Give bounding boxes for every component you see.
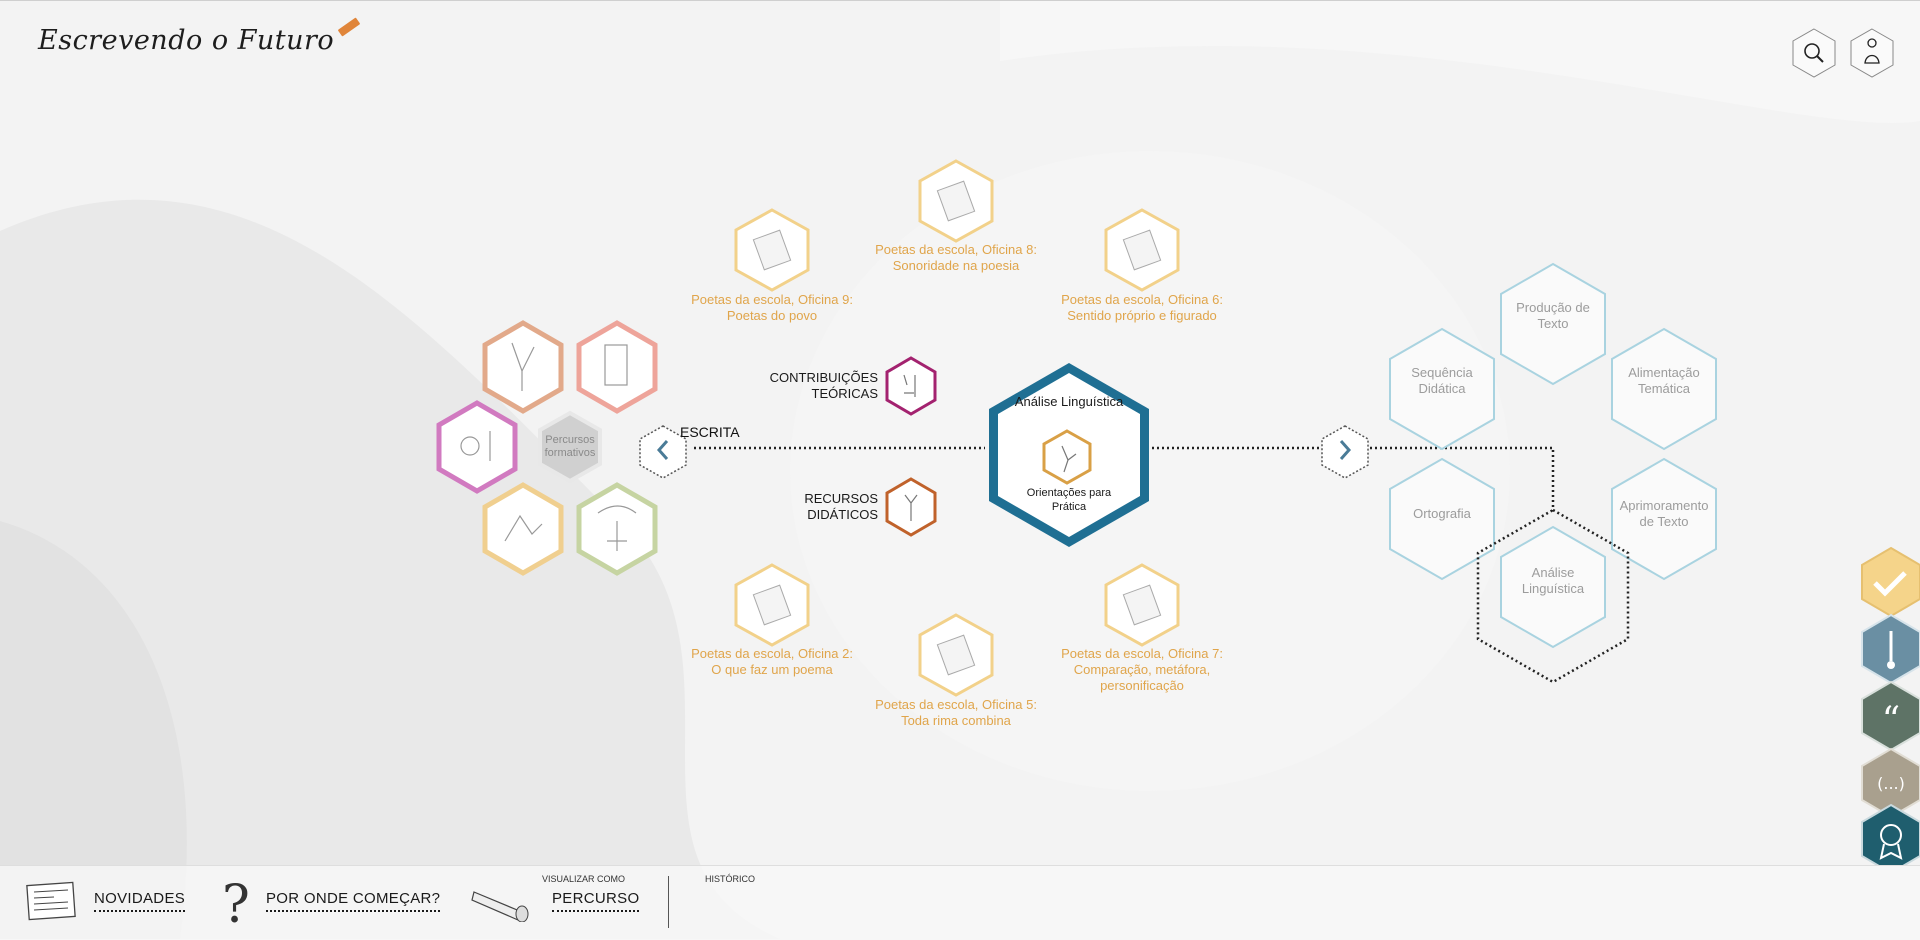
novidades-link[interactable]: NOVIDADES xyxy=(94,890,186,912)
hex-ortografia[interactable] xyxy=(1389,457,1495,581)
oficina-hex-2[interactable] xyxy=(734,563,810,647)
hex-sequencia[interactable] xyxy=(1389,327,1495,451)
aprimoramento-line1: Aprimoramento xyxy=(1619,498,1709,513)
percurso-hex-2[interactable] xyxy=(576,320,658,414)
sequencia-line2: Didática xyxy=(1418,381,1466,396)
percurso-link[interactable]: PERCURSO xyxy=(552,890,640,912)
search-button[interactable] xyxy=(1790,27,1838,79)
producao-line1: Produção de xyxy=(1516,300,1590,315)
center-title: Análise Linguística xyxy=(1014,394,1124,409)
oficina-hex-7[interactable] xyxy=(1104,563,1180,647)
analise-label[interactable]: Análise Linguística xyxy=(1503,565,1603,597)
side-thermo-button[interactable] xyxy=(1861,613,1920,685)
telescope-icon xyxy=(471,891,529,922)
side-award-button[interactable] xyxy=(1861,803,1920,865)
oficina-9-label[interactable]: Poetas da escola, Oficina 9: Poetas do p… xyxy=(682,292,862,324)
hex-aprimoramento[interactable] xyxy=(1611,457,1717,581)
oficina-2-line2: O que faz um poema xyxy=(711,662,833,677)
oficina-hex-9[interactable] xyxy=(734,208,810,292)
chevron-left-icon xyxy=(656,440,669,460)
oficina-7-line3: personificação xyxy=(1100,678,1184,693)
oficina-8-label[interactable]: Poetas da escola, Oficina 8: Sonoridade … xyxy=(866,242,1046,274)
chevron-right-icon xyxy=(1339,440,1352,460)
divider xyxy=(668,876,669,928)
por-onde-comecar-link[interactable]: POR ONDE COMEÇAR? xyxy=(266,890,441,912)
percursos-cluster xyxy=(436,320,658,576)
side-check-button[interactable] xyxy=(1861,546,1920,618)
quote-icon: “ xyxy=(1882,700,1900,741)
oficina-6-line2: Sentido próprio e figurado xyxy=(1067,308,1217,323)
oficina-5-label[interactable]: Poetas da escola, Oficina 5: Toda rima c… xyxy=(866,697,1046,729)
percurso-hex-4[interactable] xyxy=(482,482,564,576)
oficina-2-line1: Poetas da escola, Oficina 2: xyxy=(691,646,853,661)
user-icon xyxy=(1864,38,1880,64)
percursos-label[interactable]: Percursos formativos xyxy=(544,434,596,459)
ortografia-label[interactable]: Ortografia xyxy=(1413,506,1471,521)
question-icon: ? xyxy=(222,876,250,932)
contribuicoes-label[interactable]: CONTRIBUIÇÕES TEÓRICAS xyxy=(769,370,878,401)
ellipsis-icon: (...) xyxy=(1877,774,1905,793)
aprimoramento-line2: de Texto xyxy=(1639,514,1689,529)
oficina-7-line2: Comparação, metáfora, xyxy=(1073,662,1211,677)
oficina-6-line1: Poetas da escola, Oficina 6: xyxy=(1061,292,1223,307)
alimentacao-line1: Alimentação xyxy=(1628,365,1700,380)
oficina-hex-6[interactable] xyxy=(1104,208,1180,292)
oficina-7-line1: Poetas da escola, Oficina 7: xyxy=(1061,646,1223,661)
oficina-5-line1: Poetas da escola, Oficina 5: xyxy=(875,697,1037,712)
percurso-hex-1[interactable] xyxy=(482,320,564,414)
recursos-label[interactable]: RECURSOS DIDÁTICOS xyxy=(804,491,878,522)
search-icon xyxy=(1804,43,1824,63)
escrita-label: ESCRITA xyxy=(680,424,740,440)
diagram: “ (...) xyxy=(436,159,1920,865)
bottom-bar: NOVIDADES ? POR ONDE COMEÇAR? VISUALIZAR… xyxy=(0,865,1920,940)
oficina-9-line1: Poetas da escola, Oficina 9: xyxy=(691,292,853,307)
next-arrow-button[interactable] xyxy=(1321,425,1369,479)
oficina-5-line2: Toda rima combina xyxy=(901,713,1011,728)
side-quote-button[interactable]: “ xyxy=(1861,680,1920,752)
producao-line2: Texto xyxy=(1537,316,1569,331)
contribuicoes-hex[interactable] xyxy=(885,356,937,416)
historico-label[interactable]: HISTÓRICO xyxy=(705,874,756,884)
newspaper-icon xyxy=(26,881,76,921)
oficina-8-line1: Poetas da escola, Oficina 8: xyxy=(875,242,1037,257)
percurso-hex-3[interactable] xyxy=(436,400,518,494)
svg-text:?: ? xyxy=(222,876,250,932)
analise-line2: Linguística xyxy=(1521,581,1585,596)
hex-analise-selected[interactable] xyxy=(1476,508,1630,684)
producao-label[interactable]: Produção de Texto xyxy=(1503,300,1603,332)
sequencia-label[interactable]: Sequência Didática xyxy=(1392,365,1492,397)
alimentacao-line2: Temática xyxy=(1637,381,1691,396)
percurso-hex-5[interactable] xyxy=(576,482,658,576)
connector-analise xyxy=(1355,446,1555,511)
hex-alimentacao[interactable] xyxy=(1611,327,1717,451)
logo-text: Escrevendo o Futuro xyxy=(38,25,335,56)
oficina-hex-8[interactable] xyxy=(918,159,994,243)
thermometer-icon xyxy=(1887,631,1895,669)
oficina-7-label[interactable]: Poetas da escola, Oficina 7: Comparação,… xyxy=(1052,646,1232,694)
visualizar-como-label: VISUALIZAR COMO xyxy=(542,874,626,884)
prev-arrow-button[interactable] xyxy=(639,425,687,479)
oficina-8-line2: Sonoridade na poesia xyxy=(892,258,1020,273)
check-icon xyxy=(1873,571,1907,597)
center-subtitle[interactable]: Orientações para Prática xyxy=(1026,487,1112,513)
oficina-6-label[interactable]: Poetas da escola, Oficina 6: Sentido pró… xyxy=(1052,292,1232,324)
hex-producao[interactable] xyxy=(1500,262,1606,386)
recursos-hex[interactable] xyxy=(885,477,937,537)
sequencia-line1: Sequência xyxy=(1411,365,1473,380)
oficina-2-label[interactable]: Poetas da escola, Oficina 2: O que faz u… xyxy=(682,646,862,678)
alimentacao-label[interactable]: Alimentação Temática xyxy=(1614,365,1714,397)
center-hex[interactable] xyxy=(989,363,1149,547)
aprimoramento-label[interactable]: Aprimoramento de Texto xyxy=(1612,498,1716,530)
oficina-hex-5[interactable] xyxy=(918,613,994,697)
award-icon xyxy=(1879,824,1903,860)
user-button[interactable] xyxy=(1848,27,1896,79)
analise-line1: Análise xyxy=(1531,565,1575,580)
site-logo[interactable]: Escrevendo o Futuro xyxy=(38,17,361,56)
orientacoes-icon xyxy=(1042,429,1092,485)
oficina-9-line2: Poetas do povo xyxy=(726,308,818,323)
